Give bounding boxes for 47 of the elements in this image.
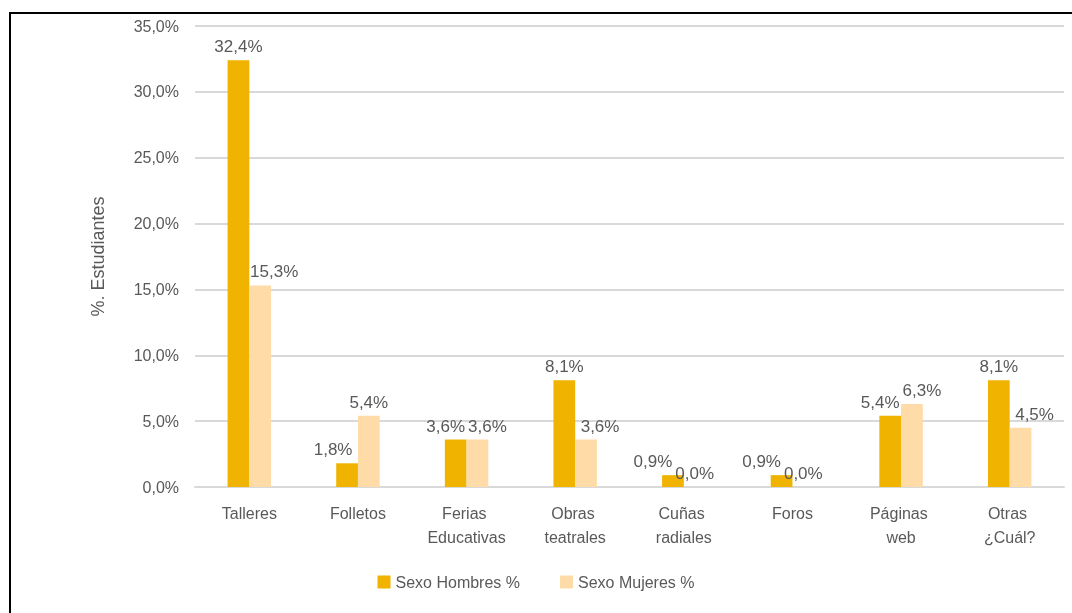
data-label: 3,6% [426, 416, 466, 436]
data-label: 0,9% [633, 452, 673, 472]
x-tick-label: Ferias Educativas [427, 504, 506, 546]
legend-label: Sexo Hombres % [395, 573, 521, 591]
y-tick-label: 5,0% [142, 412, 179, 430]
bar [336, 463, 358, 487]
bar [879, 415, 902, 487]
data-label: 15,3% [250, 262, 299, 282]
data-label: 0,0% [675, 464, 715, 483]
bar [466, 439, 489, 487]
data-label: 1,8% [313, 440, 353, 460]
x-tick-label: Otras ¿Cuál? [983, 504, 1036, 546]
x-tick-label: Foros [771, 504, 813, 522]
x-tick-label: Páginas web [869, 504, 933, 546]
y-tick-label: 25,0% [133, 149, 179, 167]
bar [227, 60, 250, 487]
bar [357, 415, 380, 487]
x-tick-label: Folletos [329, 504, 386, 522]
y-tick-label: 10,0% [133, 346, 179, 364]
data-label: 5,4% [349, 392, 389, 412]
y-tick-label: 0,0% [142, 478, 179, 496]
bar [987, 380, 1010, 487]
y-axis-title: %. Estudiantes [88, 196, 108, 317]
y-tick-label: 35,0% [133, 17, 179, 35]
bar [1009, 427, 1032, 487]
y-tick-label: 15,0% [133, 280, 179, 298]
data-label: 6,3% [902, 381, 942, 401]
data-label: 0,0% [783, 464, 823, 483]
data-label: 8,1% [979, 357, 1019, 377]
bar [553, 380, 576, 487]
bar [444, 439, 467, 487]
bar [249, 285, 272, 487]
y-tick-label: 30,0% [133, 83, 179, 101]
y-tick-label: 20,0% [133, 215, 179, 233]
bar [575, 439, 597, 487]
legend-label: Sexo Mujeres % [578, 573, 695, 591]
data-label: 32,4% [214, 37, 263, 57]
data-label: 3,6% [468, 416, 507, 436]
x-tick-label: Talleres [221, 504, 277, 522]
data-label: 5,4% [860, 392, 900, 412]
x-tick-label: Cuñas radiales [655, 504, 712, 546]
x-tick-label: Obras teatrales [544, 504, 606, 546]
data-label: 4,5% [1015, 404, 1054, 424]
data-label: 3,6% [580, 416, 620, 436]
data-label: 0,9% [742, 452, 781, 472]
data-label: 8,1% [544, 357, 584, 377]
bar [901, 404, 923, 487]
